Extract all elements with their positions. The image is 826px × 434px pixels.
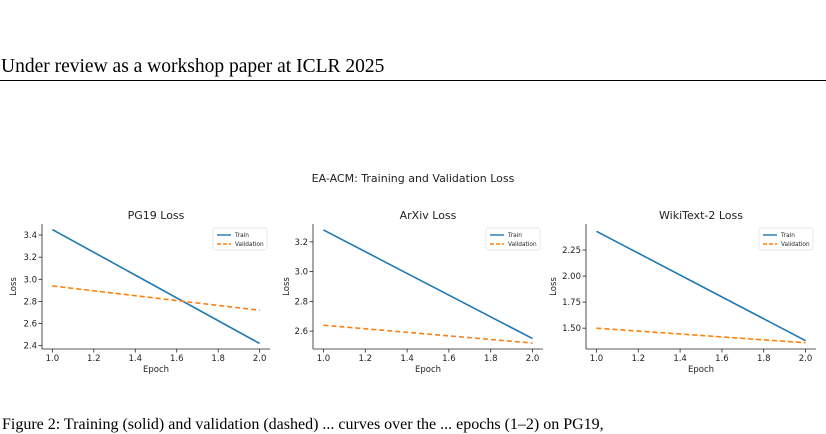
series-line-validation [52,285,260,312]
y-tick-label: 2.8 [294,297,308,307]
series-line-train [596,230,806,342]
x-tick-label: 1.6 [170,354,184,364]
y-tick-label: 2.00 [562,272,581,282]
y-axis-label: Loss [9,277,19,296]
y-tick-label: 2.8 [23,297,37,307]
chart-title: PG19 Loss [128,209,185,222]
x-tick-label: 2.0 [799,354,813,364]
y-tick-label: 3.2 [294,238,308,248]
series-line-validation [596,327,806,344]
y-tick-label: 3.4 [23,231,37,241]
y-tick-label: 1.50 [562,324,581,334]
y-tick-label: 3.0 [294,268,308,278]
y-tick-label: 3.2 [23,253,37,263]
y-tick-label: 2.4 [23,342,37,352]
x-tick-label: 1.2 [87,354,101,364]
x-tick-label: 1.4 [400,354,414,364]
y-tick-label: 2.25 [562,246,581,256]
legend-label: Train [234,233,249,239]
x-tick-label: 1.8 [211,354,225,364]
x-tick-label: 1.0 [317,354,331,364]
x-axis-label: Epoch [688,365,714,375]
x-tick-label: 1.0 [590,354,604,364]
chart-panel-3: WikiText-2 Loss 1.0 1.2 1.4 1.6 1.8 2.0 1.50 1.7… [549,209,816,375]
legend-label: Validation [781,242,810,248]
series-line-train [51,228,261,345]
y-tick-label: 3.0 [23,275,37,285]
x-axis-label: Epoch [415,365,441,375]
chart-panel-1: PG19 Loss 1.0 1.2 1.4 1.6 1.8 2.0 2.4 2.6 2.8 3.0 3… [9,209,270,375]
x-tick-label: 1.0 [46,354,60,364]
x-tick-label: 2.0 [526,354,540,364]
y-tick-label: 2.6 [23,320,37,330]
chart-title: WikiText-2 Loss [659,209,743,222]
x-tick-label: 1.2 [359,354,373,364]
legend-label: Train [780,233,795,239]
header-rule [0,80,826,81]
legend-label: Validation [508,242,537,248]
x-tick-label: 1.6 [715,354,729,364]
y-tick-label: 1.75 [562,298,581,308]
running-header: Under review as a workshop paper at ICLR… [1,56,385,77]
x-axis-label: Epoch [143,365,169,375]
figure-suptitle: EA-ACM: Training and Validation Loss [311,172,515,185]
x-tick-label: 1.8 [757,354,771,364]
legend-label: Validation [235,242,264,248]
x-tick-label: 1.4 [129,354,143,364]
chart-title: ArXiv Loss [400,209,457,222]
series-line-train [323,229,533,340]
chart-legend: Train Validation [758,227,814,251]
x-tick-label: 1.8 [484,354,498,364]
y-tick-label: 2.6 [294,327,308,337]
chart-legend: Train Validation [485,227,541,251]
x-tick-label: 2.0 [253,354,267,364]
y-axis-label: Loss [282,277,292,296]
x-tick-label: 1.2 [632,354,646,364]
x-tick-label: 1.4 [673,354,687,364]
series-line-validation [323,324,533,344]
figure-caption: Figure 2: Training (solid) and validatio… [2,416,604,433]
legend-label: Train [507,233,522,239]
y-axis-label: Loss [549,277,559,296]
chart-legend: Train Validation [212,227,268,251]
chart-panel-2: ArXiv Loss 1.0 1.2 1.4 1.6 1.8 2.0 2.6 2.8 3.0 3.2… [282,209,543,375]
x-tick-label: 1.6 [442,354,456,364]
loss-figure: PG19 Loss 1.0 1.2 1.4 1.6 1.8 2.0 2.4 2.6 2.8 3.0 3… [9,209,816,375]
